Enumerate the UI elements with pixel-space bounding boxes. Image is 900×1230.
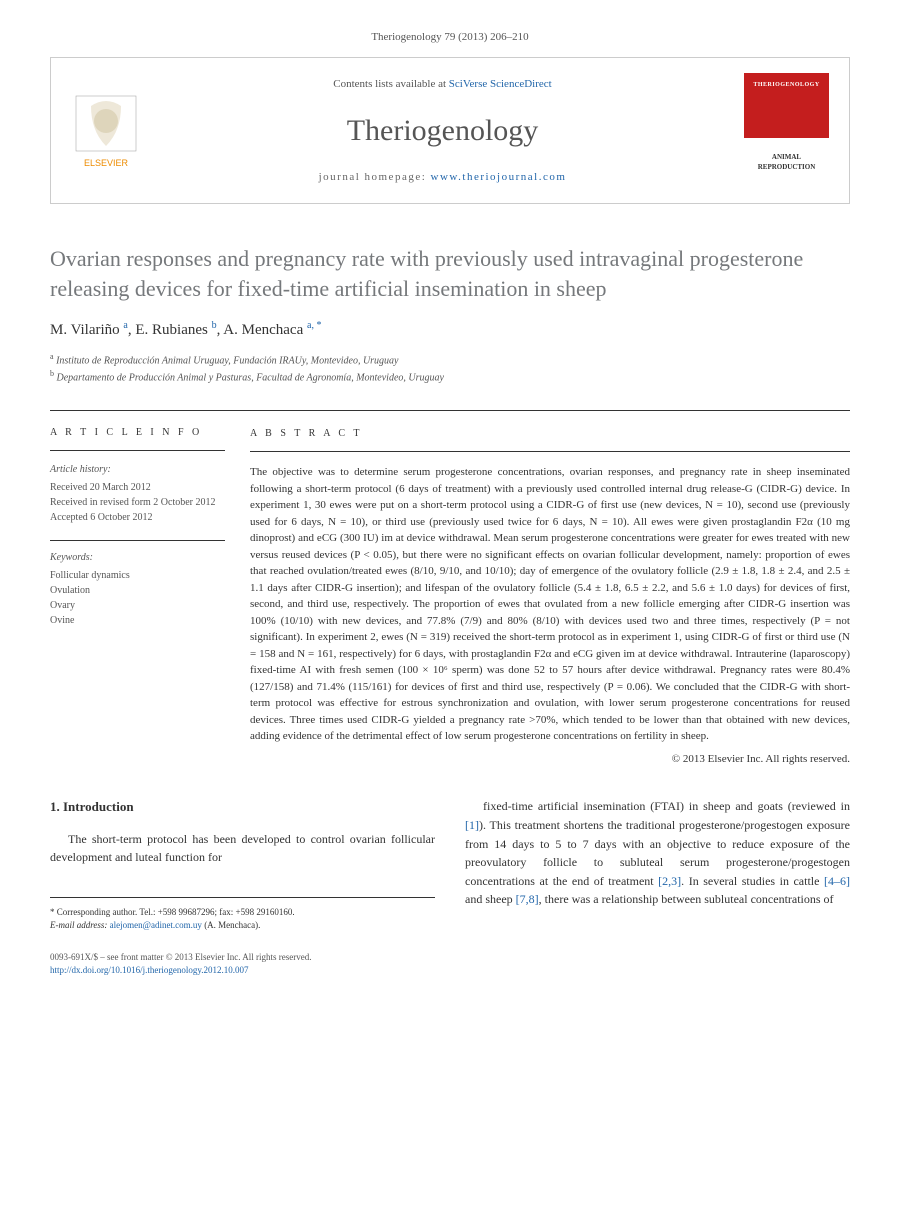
- ref-link[interactable]: [7,8]: [516, 892, 539, 906]
- intro-paragraph-right: fixed-time artificial insemination (FTAI…: [465, 797, 850, 909]
- keywords-heading: Keywords:: [50, 540, 225, 565]
- affiliation: a Instituto de Reproducción Animal Urugu…: [50, 351, 850, 368]
- corresponding-author: * Corresponding author. Tel.: +598 99687…: [50, 897, 435, 933]
- footer: 0093-691X/$ – see front matter © 2013 El…: [50, 951, 435, 978]
- history-heading: Article history:: [50, 463, 225, 477]
- article-info: A R T I C L E I N F O Article history: R…: [50, 426, 250, 767]
- sciencedirect-link[interactable]: SciVerse ScienceDirect: [449, 78, 552, 90]
- history-item: Received in revised form 2 October 2012: [50, 495, 225, 510]
- email-label: E-mail address:: [50, 920, 110, 930]
- ref-link[interactable]: [2,3]: [658, 874, 681, 888]
- keyword-item: Ovulation: [50, 583, 225, 598]
- history-item: Accepted 6 October 2012: [50, 510, 225, 525]
- email-suffix: (A. Menchaca).: [202, 920, 260, 930]
- left-column: 1. Introduction The short-term protocol …: [50, 797, 435, 977]
- section-heading-intro: 1. Introduction: [50, 797, 435, 817]
- citation: Theriogenology 79 (2013) 206–210: [50, 30, 850, 45]
- journal-header: ELSEVIER Contents lists available at Sci…: [50, 57, 850, 204]
- abstract-heading: A B S T R A C T: [250, 426, 850, 452]
- history-item: Received 20 March 2012: [50, 480, 225, 495]
- doi-link[interactable]: http://dx.doi.org/10.1016/j.theriogenolo…: [50, 965, 249, 975]
- ref-link[interactable]: [1]: [465, 818, 479, 832]
- homepage-link[interactable]: www.theriojournal.com: [431, 171, 567, 183]
- article-title: Ovarian responses and pregnancy rate wit…: [50, 244, 850, 303]
- homepage-prefix: journal homepage:: [319, 171, 431, 183]
- elsevier-logo-icon: ELSEVIER: [71, 91, 141, 171]
- abstract: A B S T R A C T The objective was to det…: [250, 426, 850, 767]
- info-abstract-section: A R T I C L E I N F O Article history: R…: [50, 410, 850, 767]
- cover-subtitle: ANIMAL REPRODUCTION: [744, 138, 829, 188]
- right-column: fixed-time artificial insemination (FTAI…: [465, 797, 850, 977]
- keyword-item: Ovary: [50, 598, 225, 613]
- corresponding-label: * Corresponding author. Tel.: +598 99687…: [50, 906, 435, 920]
- authors: M. Vilariño a, E. Rubianes b, A. Menchac…: [50, 319, 850, 341]
- affiliations: a Instituto de Reproducción Animal Urugu…: [50, 351, 850, 386]
- cover-title: THERIOGENOLOGY: [744, 81, 829, 89]
- journal-homepage: journal homepage: www.theriojournal.com: [156, 170, 729, 185]
- abstract-copyright: © 2013 Elsevier Inc. All rights reserved…: [250, 751, 850, 768]
- keyword-item: Follicular dynamics: [50, 568, 225, 583]
- keyword-item: Ovine: [50, 613, 225, 628]
- ref-link[interactable]: [4–6]: [824, 874, 850, 888]
- intro-paragraph-left: The short-term protocol has been develop…: [50, 830, 435, 867]
- body-columns: 1. Introduction The short-term protocol …: [50, 797, 850, 977]
- contents-prefix: Contents lists available at: [333, 78, 448, 90]
- affiliation: b Departamento de Producción Animal y Pa…: [50, 368, 850, 385]
- journal-name: Theriogenology: [156, 110, 729, 152]
- contents-available: Contents lists available at SciVerse Sci…: [156, 77, 729, 92]
- journal-cover-thumbnail: THERIOGENOLOGY ANIMAL REPRODUCTION: [744, 73, 829, 188]
- front-matter-line: 0093-691X/$ – see front matter © 2013 El…: [50, 951, 435, 965]
- svg-text:ELSEVIER: ELSEVIER: [84, 158, 129, 168]
- article-info-heading: A R T I C L E I N F O: [50, 426, 225, 451]
- corresponding-email-link[interactable]: alejomen@adinet.com.uy: [110, 920, 202, 930]
- header-center: Contents lists available at SciVerse Sci…: [156, 77, 729, 186]
- abstract-text: The objective was to determine serum pro…: [250, 464, 850, 745]
